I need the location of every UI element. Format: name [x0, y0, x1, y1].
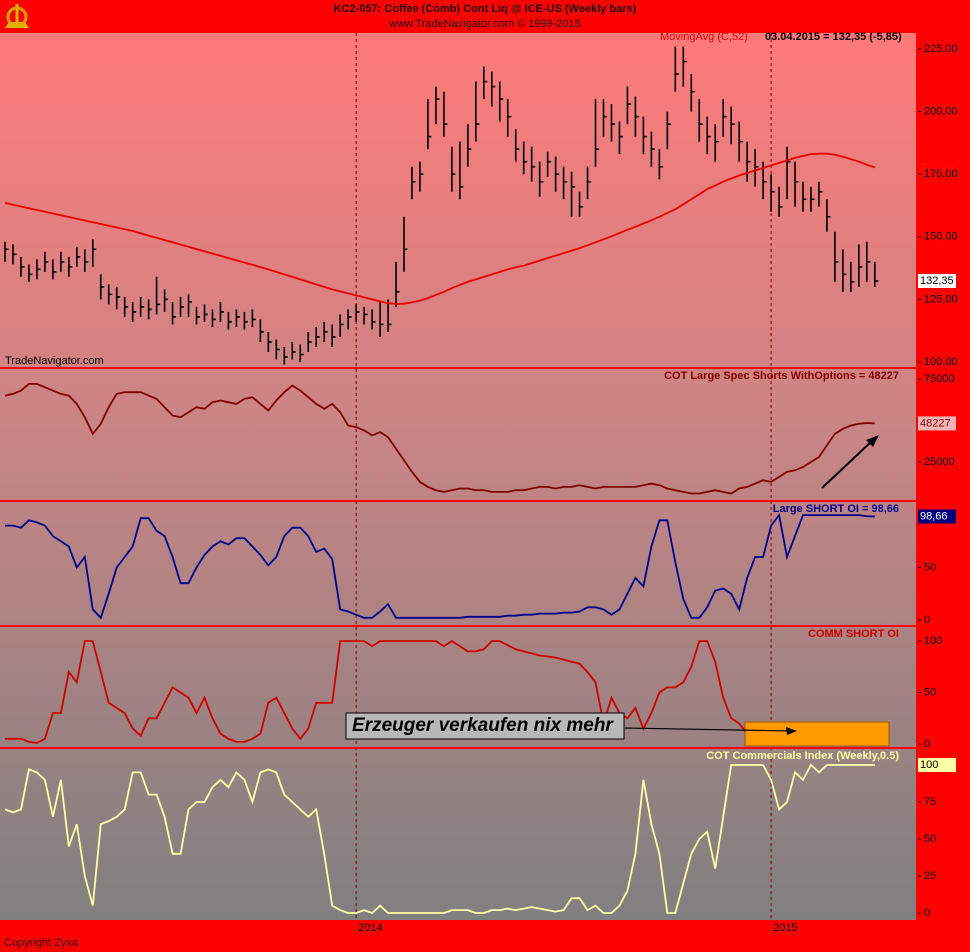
- series-line: [5, 512, 875, 620]
- separators: [0, 33, 970, 920]
- value-label: 177,70: [920, 161, 954, 173]
- y-tick-label: 150,00: [924, 231, 958, 243]
- value-label-box: [918, 416, 956, 431]
- y-tick-label: 125,00: [924, 293, 958, 305]
- y-tick-label: 0: [924, 614, 930, 626]
- y-tick-label: 50: [924, 561, 936, 573]
- chart-subtitle: www.TradeNavigator.com © 1999-2015: [388, 18, 581, 30]
- y-tick-label: 225,00: [924, 43, 958, 55]
- panels: 2014 2015 225,00 200,00 175,00 150,00 125,00 10…: [4, 31, 958, 934]
- annotation-box: [345, 712, 625, 740]
- panel-title: COMM SHORT OI: [808, 628, 899, 640]
- y-tick-label: 100,00: [924, 356, 958, 368]
- panel-title: Large SHORT OI = 98,66: [773, 503, 899, 515]
- legend-label: MovingAvg (C,52): [660, 31, 748, 43]
- series-line: [4, 152, 876, 305]
- arrow-head: [866, 435, 879, 447]
- trend-arrow: [821, 440, 873, 489]
- annotation: Erzeuger verkaufen nix mehr: [352, 715, 614, 736]
- chart-title: KC2-057: Coffee (Comb) Cont Liq @ ICE-US…: [334, 3, 637, 15]
- annotation-arrow: [624, 727, 793, 732]
- y-tick-label: 100: [924, 635, 942, 647]
- y-tick-label: 50: [924, 833, 936, 845]
- value-label: 98,66: [920, 510, 948, 522]
- y-tick-label: 75000: [924, 373, 955, 385]
- y-tick-label: 25000: [924, 456, 955, 468]
- y-tick-label: 25: [924, 870, 936, 882]
- value-label: 100: [920, 759, 938, 771]
- y-tick-label: 200,00: [924, 106, 958, 118]
- y-tick-label: 0: [924, 738, 930, 750]
- price-info: 03.04.2015 = 132,35 (-5,85): [765, 31, 902, 43]
- arrow-head: [786, 727, 797, 735]
- y-tick-label: 0: [924, 907, 930, 919]
- value-label-box: [918, 509, 956, 524]
- highlight-box: [744, 721, 890, 747]
- value-label-box: [918, 273, 956, 288]
- series-line: [4, 763, 875, 915]
- value-label-box: [918, 757, 956, 772]
- series-line: [4, 383, 875, 495]
- logo: [5, 4, 29, 28]
- series-line: [5, 640, 875, 744]
- x-tick-label: 2015: [773, 922, 797, 934]
- x-tick-label: 2014: [358, 922, 382, 934]
- y-tick-label: 50: [924, 686, 936, 698]
- watermark: TradeNavigator.com: [5, 355, 104, 367]
- value-label: 132,35: [920, 275, 954, 287]
- panel-title: COT Commercials Index (Weekly,0.5): [706, 750, 899, 762]
- value-label: 48227: [920, 417, 951, 429]
- y-tick-label: 175,00: [924, 168, 958, 180]
- plot-area: [0, 33, 917, 920]
- footer: Copyright Zyxa: [4, 937, 79, 949]
- y-tick-label: 75: [924, 796, 936, 808]
- panel-title: COT Large Spec Shorts WithOptions = 4822…: [664, 370, 899, 382]
